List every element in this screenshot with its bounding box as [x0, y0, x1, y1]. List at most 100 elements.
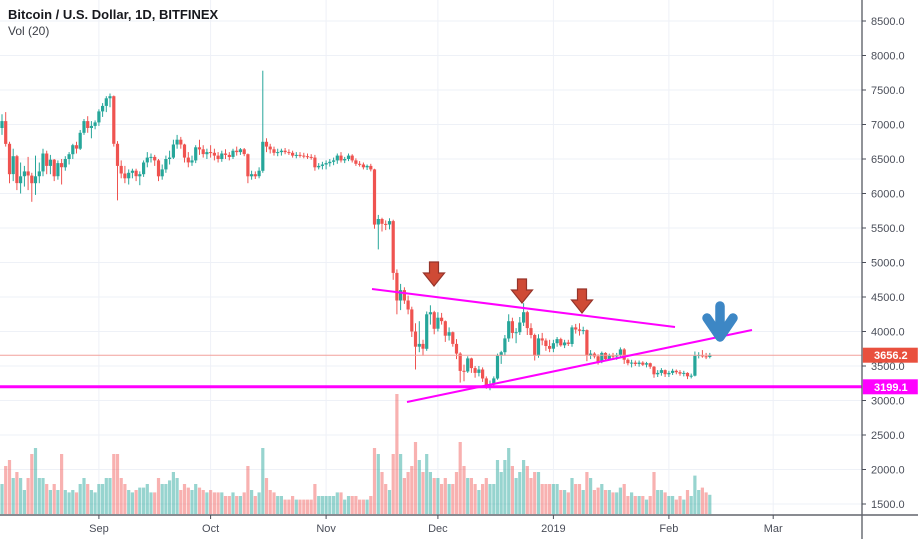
candle-body — [194, 147, 198, 161]
price-tag-support-level[interactable]: 3199.1 — [862, 379, 918, 395]
candle-body — [56, 163, 60, 177]
volume-bar — [223, 496, 228, 514]
volume-bar — [615, 492, 619, 514]
time-tick-label: Sep — [89, 523, 109, 535]
volume-bar — [589, 478, 593, 514]
candle-body — [399, 290, 403, 301]
volume-indicator-label[interactable]: Vol (20) — [8, 24, 50, 38]
red-down-arrow-icon[interactable] — [422, 261, 446, 287]
blue-down-arrow-icon[interactable] — [702, 301, 738, 342]
volume-bar — [551, 484, 555, 514]
volume-bar — [585, 472, 589, 514]
candle-body — [376, 219, 380, 225]
candle-body — [656, 372, 660, 375]
volume-bar — [45, 484, 49, 514]
price-axis[interactable]: 8500.0 8000.0 7500.0 7000.0 6500.0 6000.0 5500… — [862, 16, 905, 511]
volume-bar — [242, 492, 246, 514]
candle-body — [227, 154, 231, 157]
candle-body — [473, 368, 477, 373]
volume-bar — [276, 496, 280, 514]
candle-body — [212, 152, 216, 156]
volume-bar — [667, 496, 671, 514]
candle-body — [484, 378, 488, 386]
volume-bar — [142, 487, 146, 514]
volume-bar — [302, 499, 306, 514]
candle-body — [156, 160, 161, 177]
time-tick-label: Mar — [764, 523, 783, 535]
candle-body — [216, 155, 220, 159]
volume-bar — [451, 484, 455, 514]
candle-body — [644, 363, 649, 365]
candle-body — [190, 160, 194, 163]
candle-body — [522, 312, 526, 323]
candle-body — [674, 370, 678, 373]
volume-bar — [294, 499, 298, 514]
candle-body — [417, 343, 421, 347]
volume-bar — [60, 454, 64, 514]
volume-bar — [186, 487, 190, 514]
candle-body — [197, 147, 202, 150]
volume-bar — [339, 492, 343, 514]
grid-lines — [0, 0, 862, 515]
red-down-arrow-icon[interactable] — [570, 288, 594, 314]
volume-bar — [11, 478, 15, 514]
volume-bar — [581, 490, 585, 514]
candle-body — [123, 173, 127, 179]
volume-bar — [231, 492, 235, 514]
time-axis[interactable]: Sep Oct Nov Dec 2019 Feb Mar — [89, 515, 783, 535]
candle-body — [451, 332, 455, 344]
volume-bar — [89, 490, 93, 514]
candle-body — [387, 221, 392, 225]
candle-body — [354, 160, 358, 164]
volume-bar — [358, 499, 362, 514]
candle-body — [149, 156, 153, 158]
candle-body — [481, 369, 485, 379]
volume-bar — [354, 496, 358, 514]
volume-bar — [458, 442, 462, 514]
volume-bar — [492, 484, 496, 514]
candle-body — [264, 141, 269, 147]
volume-bar — [603, 490, 608, 514]
symbol-title[interactable]: Bitcoin / U.S. Dollar, 1D, BITFINEX — [8, 7, 219, 22]
volume-bar — [279, 496, 283, 514]
candle-body — [559, 339, 563, 346]
candle-body — [499, 352, 503, 356]
candle-body — [127, 172, 131, 179]
volume-bar — [145, 484, 149, 514]
candle-body — [261, 141, 265, 171]
volume-bar — [22, 490, 26, 514]
candle-body — [291, 152, 295, 156]
time-tick-label: 2019 — [541, 523, 565, 535]
volume-bar — [600, 484, 604, 514]
candle-body — [563, 342, 567, 346]
volume-bar — [503, 460, 507, 514]
candle-body — [503, 338, 507, 353]
candle-body — [86, 121, 90, 128]
volume-bar — [205, 492, 209, 514]
volume-bar — [402, 478, 406, 514]
ascending-trendline[interactable] — [406, 329, 753, 403]
candle-body — [428, 312, 432, 315]
volume-bar — [324, 496, 328, 514]
volume-bar — [220, 492, 224, 514]
volume-bar — [555, 484, 559, 514]
candle-body — [276, 152, 280, 154]
candle-body — [637, 362, 641, 364]
candle-body — [454, 343, 459, 354]
candle-body — [4, 121, 8, 144]
volume-bar — [488, 484, 492, 514]
candle-body — [469, 358, 473, 369]
candle-body — [246, 154, 250, 177]
candle-body — [130, 170, 134, 173]
candle-body — [514, 332, 518, 334]
volume-bar — [291, 496, 295, 514]
red-down-arrow-icon[interactable] — [510, 278, 534, 304]
candle-body — [551, 343, 555, 349]
candle-body — [566, 342, 570, 344]
price-tag-last-price[interactable]: 3656.2 — [862, 347, 918, 363]
descending-trendline[interactable] — [371, 288, 676, 328]
volume-bar — [63, 490, 67, 514]
volume-bar — [361, 499, 365, 514]
